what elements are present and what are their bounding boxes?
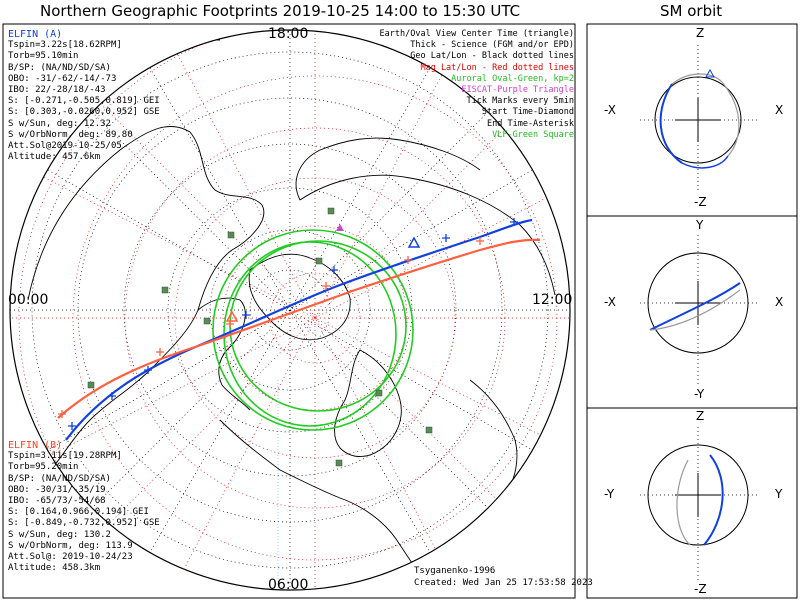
sm2-bottom: -Y bbox=[694, 387, 705, 401]
clock-label-top: 18:00 bbox=[268, 26, 309, 42]
legend-line: End Time-Asterisk bbox=[487, 118, 574, 129]
elfin_b-lines-line: S w/OrbNorm, deg: 113.9 bbox=[8, 540, 133, 551]
elfin-a-center-triangle bbox=[407, 236, 421, 248]
legend-line: Thick - Science (FGM and/or EPD) bbox=[410, 40, 574, 51]
clock-label-bottom: 06:00 bbox=[268, 577, 309, 593]
legend: Earth/Oval View Center Time (triangle) Th… bbox=[380, 29, 574, 141]
polar-map bbox=[9, 29, 571, 591]
elfin-b-name: ELFIN (B) bbox=[8, 440, 63, 451]
sm3-top: Z bbox=[696, 409, 705, 423]
clock-label-left: 00:00 bbox=[8, 292, 49, 308]
siberia-coast bbox=[299, 174, 556, 296]
elfin-b-ticks bbox=[58, 237, 484, 418]
legend-line: Tick Marks every 5min bbox=[466, 96, 574, 107]
north-america-coast bbox=[27, 125, 265, 481]
elfin_b-lines-line: Altitude: 458.3km bbox=[8, 563, 101, 574]
elfin_b-lines-line: S: [0.164,0.966,0.194] GEI bbox=[8, 507, 149, 518]
legend-line: EISCAT-Purple Triangle bbox=[461, 85, 574, 96]
greenland-coast bbox=[334, 349, 402, 457]
legend-line: Mag Lat/Lon - Red dotted lines bbox=[420, 62, 574, 73]
legend-line: Geo Lat/Lon - Black dotted lines bbox=[410, 51, 574, 62]
elfin-a-name: ELFIN (A) bbox=[8, 29, 63, 40]
legend-line: Earth/Oval View Center Time (triangle) bbox=[379, 29, 574, 39]
arctic-islands bbox=[248, 253, 351, 341]
elfin-b-center-triangle bbox=[225, 310, 239, 322]
elfin-a-lines: Tspin=3.22s[18.62RPM] Torb=95.10min B/SP: … bbox=[8, 40, 160, 163]
sm2-right: X bbox=[775, 295, 784, 309]
panel-frames bbox=[2, 23, 798, 599]
elfin_b-lines-line: B/SP: (NA/ND/SD/SA) bbox=[8, 473, 111, 484]
mag-meridians bbox=[10, 30, 570, 590]
sm1-right: X bbox=[775, 103, 784, 117]
sm-frame bbox=[586, 23, 798, 599]
elfin_a-lines-line: S: [-0.271,-0.505,0.819] GEI bbox=[8, 96, 160, 107]
elfin_a-lines-line: S w/Sun, deg: 12.32 bbox=[8, 118, 111, 129]
elfin_a-lines-line: S w/OrbNorm, deg: 89.80 bbox=[8, 129, 133, 140]
elfin_b-lines-line: IBO: -65/73/-54/68 bbox=[8, 496, 106, 507]
elfin_a-lines-line: OBO: -31/-62/-14/-73 bbox=[8, 73, 117, 84]
elfin_a-lines-line: Tspin=3.22s[18.62RPM] bbox=[8, 40, 122, 51]
elfin-b-lines: Tspin=3.11s[19.28RPM] Torb=95.20min B/SP: … bbox=[8, 451, 160, 574]
sm1-bottom: -Z bbox=[694, 195, 707, 209]
sm-orbit-title: SM orbit bbox=[660, 2, 723, 20]
sm2-left: -X bbox=[604, 295, 616, 309]
sm-panel-3 bbox=[640, 427, 760, 580]
elfin_a-lines-line: B/SP: (NA/ND/SD/SA) bbox=[8, 62, 111, 73]
elfin_b-lines-line: Tspin=3.11s[19.28RPM] bbox=[8, 451, 122, 462]
elfin-b-track bbox=[57, 238, 541, 419]
elfin-a-info: ELFIN (A) Tspin=3.22s[18.62RPM] Torb=95.1… bbox=[8, 29, 160, 163]
legend-line: VLF-Green Square bbox=[492, 129, 574, 140]
geo-meridians bbox=[10, 30, 570, 590]
map-frame bbox=[2, 23, 576, 599]
sm1-top: Z bbox=[696, 26, 705, 40]
clock-label-right: 12:00 bbox=[532, 292, 573, 308]
sm3-right: Y bbox=[775, 487, 783, 501]
sm3-left: -Y bbox=[604, 487, 615, 501]
elfin_b-lines-line: S: [-0.849,-0.732,0.952] GSE bbox=[8, 518, 160, 529]
elfin_b-lines-line: Att.Sol@: 2019-10-24/23 bbox=[8, 552, 133, 563]
legend-line: Start Time-Diamond bbox=[481, 107, 574, 118]
elfin_b-lines-line: OBO: -30/31/-35/19 bbox=[8, 484, 106, 495]
elfin_a-lines-line: Torb=95.10min bbox=[8, 51, 79, 62]
legend-lines: Earth/Oval View Center Time (triangle) Th… bbox=[380, 29, 574, 141]
eiscat-triangle bbox=[336, 224, 344, 231]
figure-title: Northern Geographic Footprints 2019-10-2… bbox=[40, 2, 521, 20]
elfin_a-lines-line: Altitude: 457.6km bbox=[8, 152, 101, 163]
elfin_a-lines-line: Att.Sol@2019-10-25/05 bbox=[8, 141, 122, 152]
sm-panel-1 bbox=[640, 45, 760, 190]
elfin_a-lines-line: IBO: 22/-28/18/-43 bbox=[8, 85, 106, 96]
asia-coast bbox=[295, 137, 481, 201]
elfin-b-info: ELFIN (B) Tspin=3.11s[19.28RPM] Torb=95.2… bbox=[8, 440, 160, 574]
model-credit: Tsyganenko-1996 bbox=[414, 566, 496, 576]
sm1-left: -X bbox=[604, 103, 616, 117]
sm2-top: Y bbox=[696, 218, 704, 232]
created-credit: Created: Wed Jan 25 17:53:58 2023 bbox=[414, 578, 593, 588]
elfin_b-lines-line: Torb=95.20min bbox=[8, 462, 79, 473]
legend-line: Auroral Oval-Green, kp=2 bbox=[451, 73, 574, 84]
sm3-bottom: -Z bbox=[694, 582, 707, 596]
scandinavia-coast bbox=[469, 379, 518, 496]
vlf-stations bbox=[87, 207, 433, 467]
sm-panel-2 bbox=[640, 235, 760, 385]
elfin_b-lines-line: S w/Sun, deg: 130.2 bbox=[8, 529, 111, 540]
elfin-a-ticks bbox=[68, 218, 518, 430]
elfin-a-track bbox=[65, 218, 533, 441]
europe-coast bbox=[219, 419, 431, 590]
elfin_a-lines-line: S: [0.303,-0.0260,0.952] GSE bbox=[8, 107, 160, 118]
